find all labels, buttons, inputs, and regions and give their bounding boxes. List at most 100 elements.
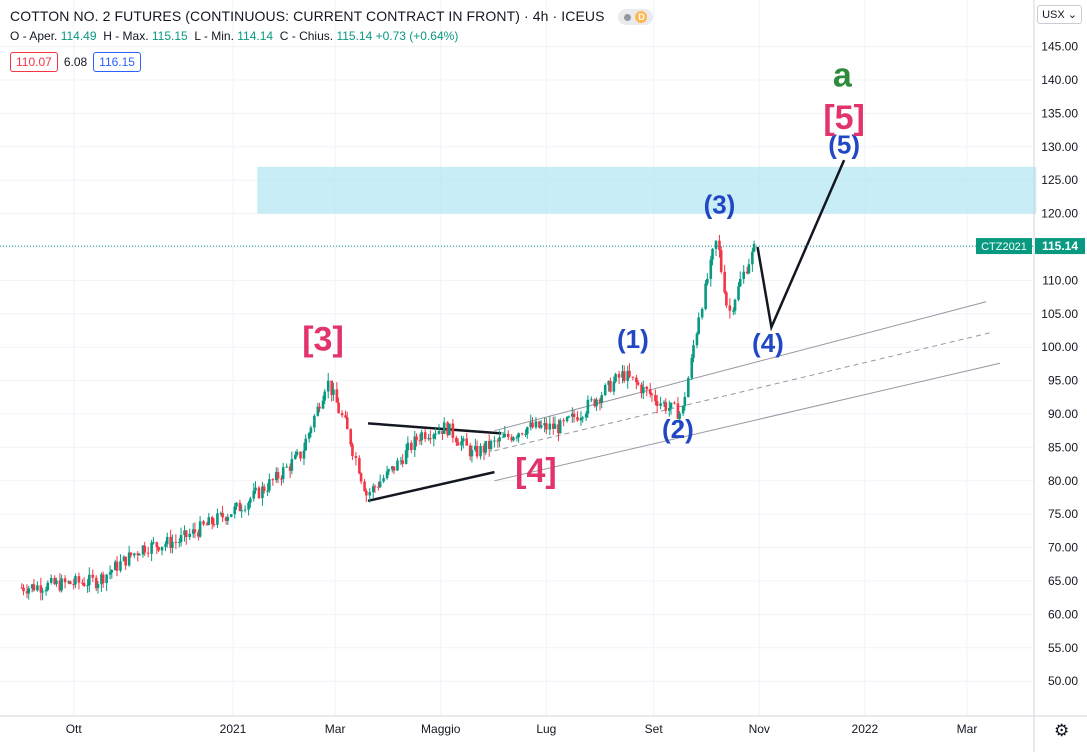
candle-body (243, 509, 247, 511)
candle-body (373, 486, 377, 488)
candle-body (709, 259, 713, 279)
channel-line (494, 362, 1001, 482)
candle-body (669, 402, 673, 409)
target-zone (257, 166, 1037, 214)
candle-body (108, 572, 112, 575)
candle-body (576, 417, 579, 421)
candle-body (692, 345, 695, 358)
candle-body (184, 530, 188, 538)
candle-body (363, 481, 366, 491)
candle-body (288, 466, 292, 471)
candle-body (247, 502, 250, 510)
candle-body (628, 370, 631, 377)
candle-body (67, 581, 70, 583)
candle-body (603, 384, 607, 396)
candle-body (94, 577, 98, 589)
candle-body (496, 440, 500, 442)
candle-body (122, 556, 126, 562)
candle-body (631, 376, 635, 378)
candle-body (635, 377, 638, 383)
candle-body (446, 422, 449, 436)
candle-body (413, 436, 417, 451)
x-tick-label: Set (645, 722, 664, 736)
candle-body (461, 438, 465, 442)
candle-body (410, 442, 413, 451)
candle-body (543, 423, 546, 426)
candle-body (276, 472, 280, 479)
candle-body (506, 433, 510, 438)
candle-body (326, 380, 330, 392)
candle-body (280, 478, 283, 480)
candle-body (340, 413, 344, 416)
candle-body (378, 481, 382, 488)
candle-body (257, 487, 261, 499)
candle-body (74, 576, 77, 585)
candle-body (188, 533, 192, 538)
candle-body (681, 406, 685, 414)
wave-label: a (833, 57, 853, 95)
sell-button[interactable]: 110.07 (10, 52, 58, 72)
candle-body (489, 441, 493, 449)
candle-body (711, 248, 714, 260)
candle-body (562, 420, 565, 422)
candle-body (160, 546, 164, 551)
candle-body (281, 467, 285, 479)
candle-body (268, 479, 271, 491)
candle-body (655, 401, 659, 406)
candle-body (742, 271, 745, 279)
candle-body (72, 584, 76, 586)
candle-body (645, 386, 649, 390)
candle-body (442, 422, 446, 434)
y-tick-label: 60.00 (1048, 607, 1078, 621)
candle-body (723, 271, 726, 293)
candle-body (626, 370, 630, 381)
status-pill[interactable]: D (618, 9, 654, 26)
open-label: O - Aper. (10, 29, 58, 43)
candle-body (58, 580, 62, 591)
candle-body (687, 378, 690, 398)
candle-body (136, 553, 140, 556)
candle-body (377, 486, 380, 488)
ohlc-legend: O - Aper. 114.49 H - Max. 115.15 L - Min… (10, 29, 458, 43)
candle-body (733, 299, 737, 311)
candle-body (423, 432, 427, 439)
candle-body (420, 432, 423, 441)
candle-body (725, 292, 728, 306)
candle-body (719, 250, 723, 272)
candle-body (110, 570, 114, 573)
candle-body (515, 437, 519, 439)
candle-body (551, 423, 555, 429)
currency-selector[interactable]: USX ⌄ (1037, 5, 1082, 24)
change-value: +0.73 (+0.64%) (375, 29, 459, 43)
candle-body (216, 513, 219, 525)
candle-body (309, 427, 313, 434)
candle-body (586, 399, 590, 414)
candle-body (529, 422, 533, 428)
candle-body (392, 466, 396, 471)
candle-body (664, 402, 668, 411)
candle-body (344, 415, 347, 418)
wave-labels: [3] [4] (1) (2) (3) (4) (5)[5] a (302, 57, 865, 490)
candle-body (285, 466, 288, 468)
candle-body (747, 264, 751, 274)
candle-body (512, 437, 515, 441)
candle-body (157, 546, 160, 551)
buy-button[interactable]: 116.15 (93, 52, 141, 72)
symbol-title[interactable]: COTTON NO. 2 FUTURES (CONTINUOUS: CURREN… (10, 8, 605, 24)
trade-buttons: 110.07 6.08 116.15 (10, 52, 147, 72)
candle-body (91, 574, 95, 578)
y-tick-label: 105.00 (1041, 307, 1078, 321)
candle-body (654, 395, 657, 402)
gear-icon[interactable]: ⚙ (1054, 721, 1070, 740)
candle-body (219, 512, 223, 514)
candle-body (233, 506, 237, 515)
wave-label: (2) (662, 414, 694, 444)
candle-body (169, 536, 172, 548)
candle-body (115, 561, 119, 571)
drawing-overlay (367, 159, 1001, 503)
candle-body (571, 413, 574, 417)
candle-body (100, 574, 103, 585)
candle-body (164, 544, 167, 547)
